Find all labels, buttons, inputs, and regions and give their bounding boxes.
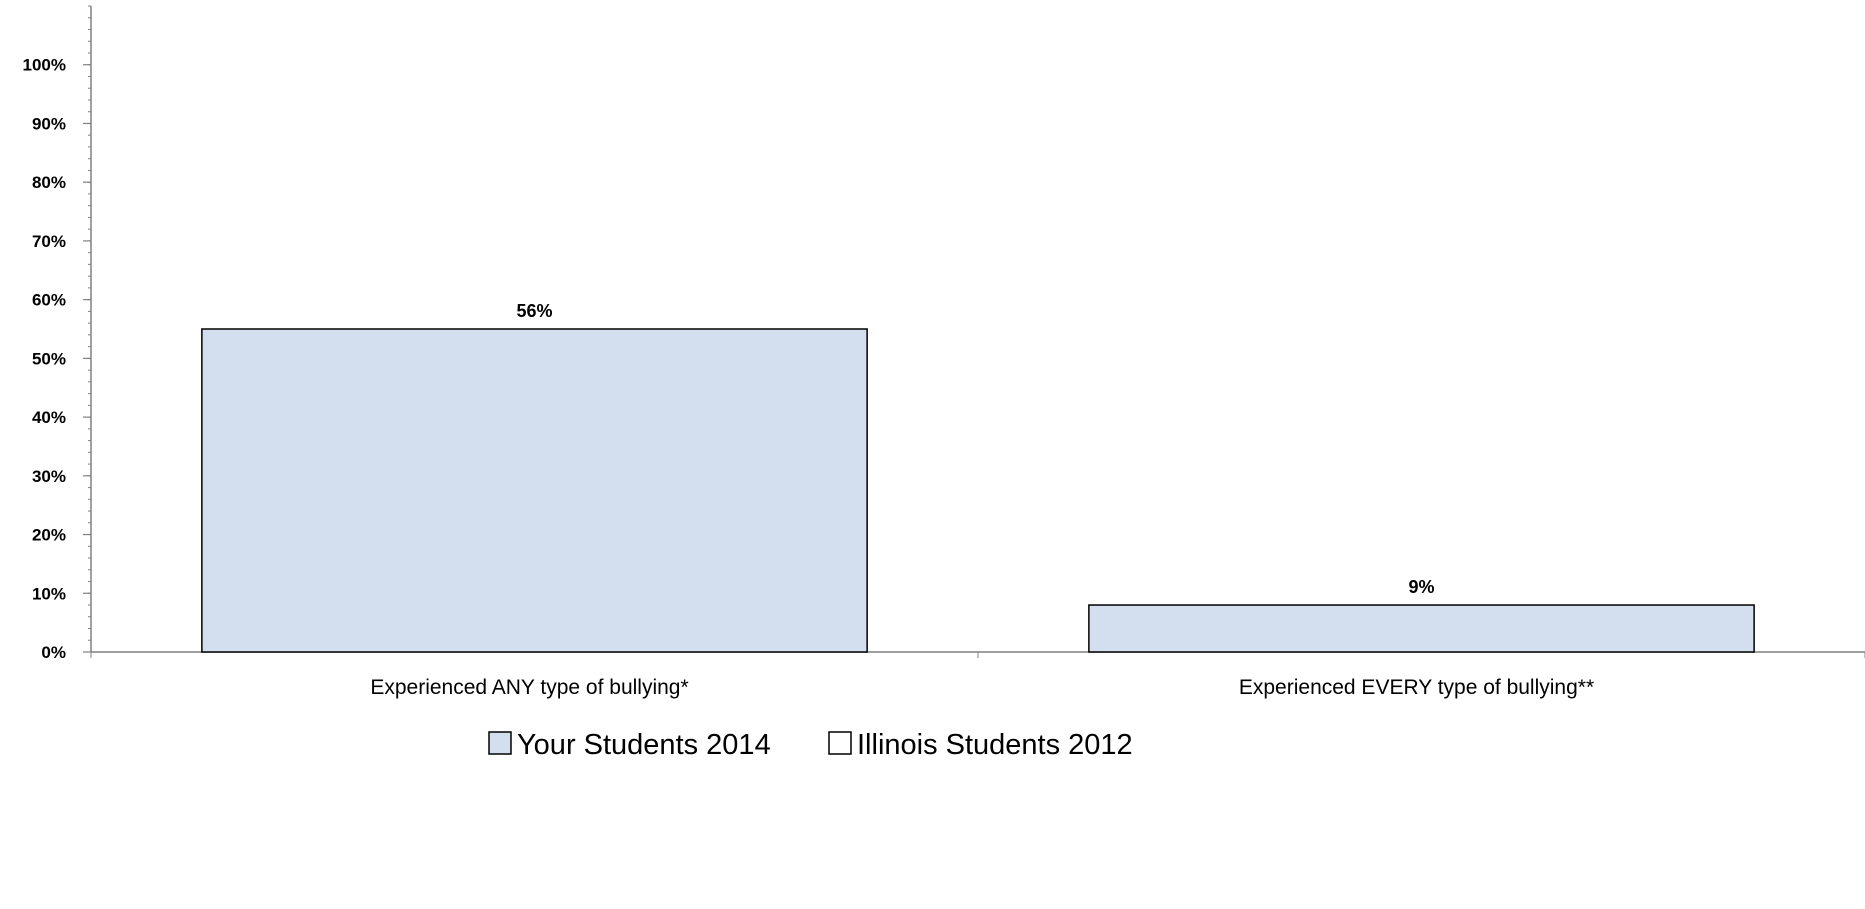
legend-swatch bbox=[488, 731, 512, 755]
y-tick-label: 40% bbox=[32, 408, 66, 427]
y-tick-label: 90% bbox=[32, 114, 66, 133]
x-category-label: Experienced EVERY type of bullying** bbox=[1239, 676, 1594, 699]
y-tick-label: 100% bbox=[23, 56, 66, 75]
legend-label: Illinois Students 2012 bbox=[857, 729, 1133, 761]
bar-data-label: 9% bbox=[1408, 577, 1434, 597]
legend-label: Your Students 2014 bbox=[517, 729, 771, 761]
x-axis: Experienced ANY type of bullying* Experie… bbox=[90, 651, 1865, 699]
y-tick-label: 70% bbox=[32, 232, 66, 251]
legend: Your Students 2014 Illinois Students 2012 bbox=[488, 729, 1133, 761]
legend-swatch bbox=[828, 731, 852, 755]
y-tick-label: 10% bbox=[32, 584, 66, 603]
data-labels: 56% 9% bbox=[516, 301, 1434, 597]
x-category-label: Experienced ANY type of bullying* bbox=[370, 676, 688, 699]
y-tick-label: 30% bbox=[32, 467, 66, 486]
bar-data-label: 56% bbox=[516, 301, 552, 321]
bar bbox=[1088, 604, 1755, 653]
y-tick-label: 60% bbox=[32, 291, 66, 310]
y-tick-label: 20% bbox=[32, 526, 66, 545]
bars bbox=[201, 328, 1755, 653]
y-axis: 0% 10% 20% 30% 40% 50% 60% 70% 80% 90% 100% bbox=[23, 5, 92, 662]
bar bbox=[201, 328, 868, 653]
y-tick-label: 50% bbox=[32, 349, 66, 368]
y-tick-label: 80% bbox=[32, 173, 66, 192]
y-tick-label: 0% bbox=[41, 643, 66, 662]
